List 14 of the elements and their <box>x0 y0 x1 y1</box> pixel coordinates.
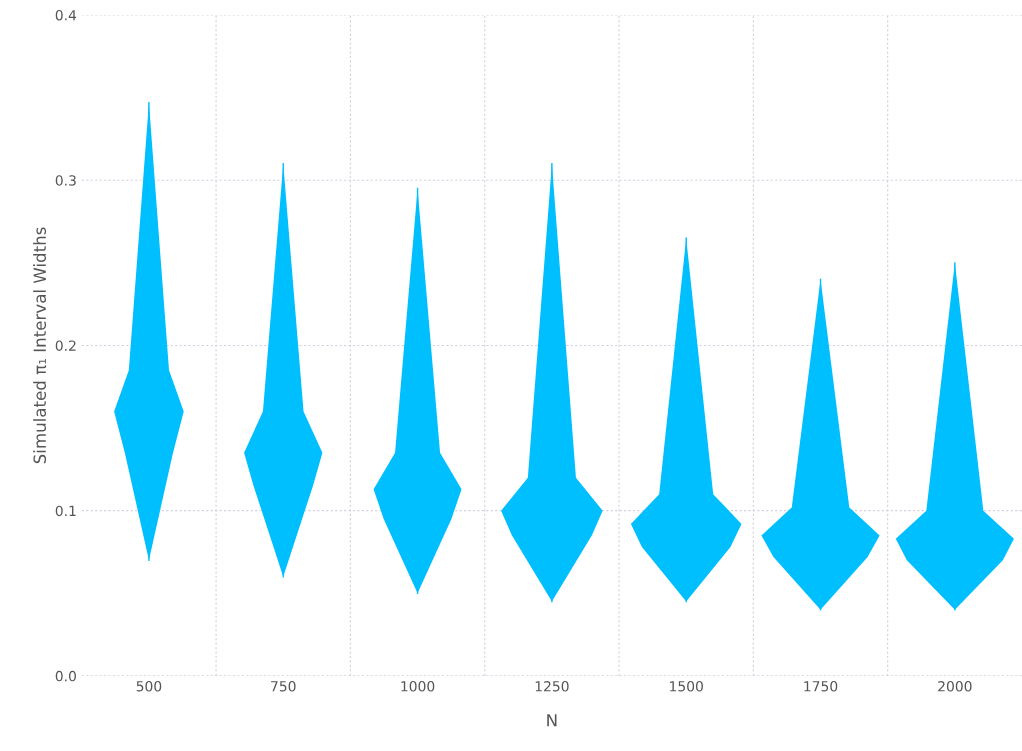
y-axis-title: Simulated π₁ Interval Widths <box>33 227 47 464</box>
y-tick-label: 0.2 <box>55 340 76 351</box>
x-tick-label: 750 <box>271 681 296 692</box>
y-tick-label: 0.4 <box>55 9 77 21</box>
y-tick-label: 0.3 <box>55 175 76 186</box>
x-tick-label: 1000 <box>401 681 435 692</box>
y-tick-label: 0.1 <box>55 505 76 517</box>
x-tick-label: 1750 <box>804 681 838 692</box>
x-tick-label: 1250 <box>535 681 569 692</box>
x-axis-title: N <box>547 714 557 727</box>
y-tick-label: 0.0 <box>55 670 76 682</box>
x-tick-label: 2000 <box>938 681 972 692</box>
x-tick-label: 500 <box>136 681 162 692</box>
x-tick-label: 1500 <box>670 681 703 692</box>
